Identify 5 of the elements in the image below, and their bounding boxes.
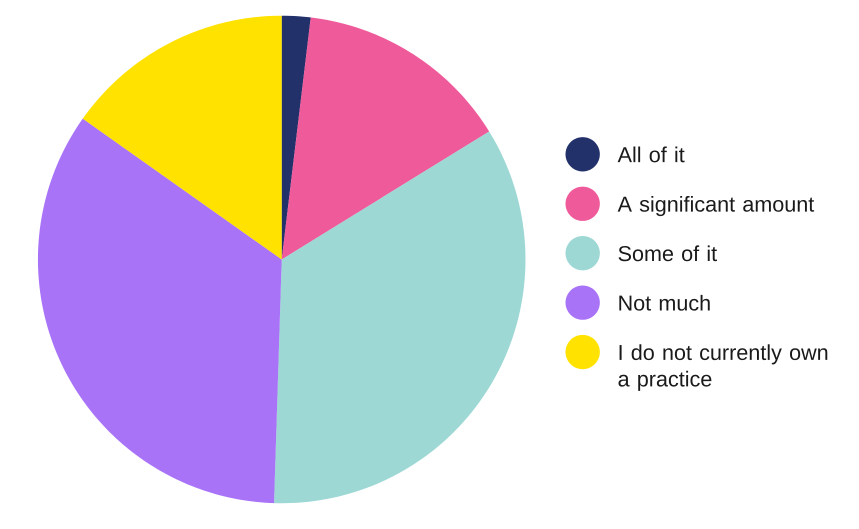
legend-label: I do not currently own a practice bbox=[618, 344, 828, 391]
legend-label: All of it bbox=[618, 146, 685, 162]
legend-label: Not much bbox=[619, 294, 710, 311]
legend-label: A significant amount bbox=[618, 196, 814, 216]
legend-label: Some of it bbox=[618, 246, 717, 262]
